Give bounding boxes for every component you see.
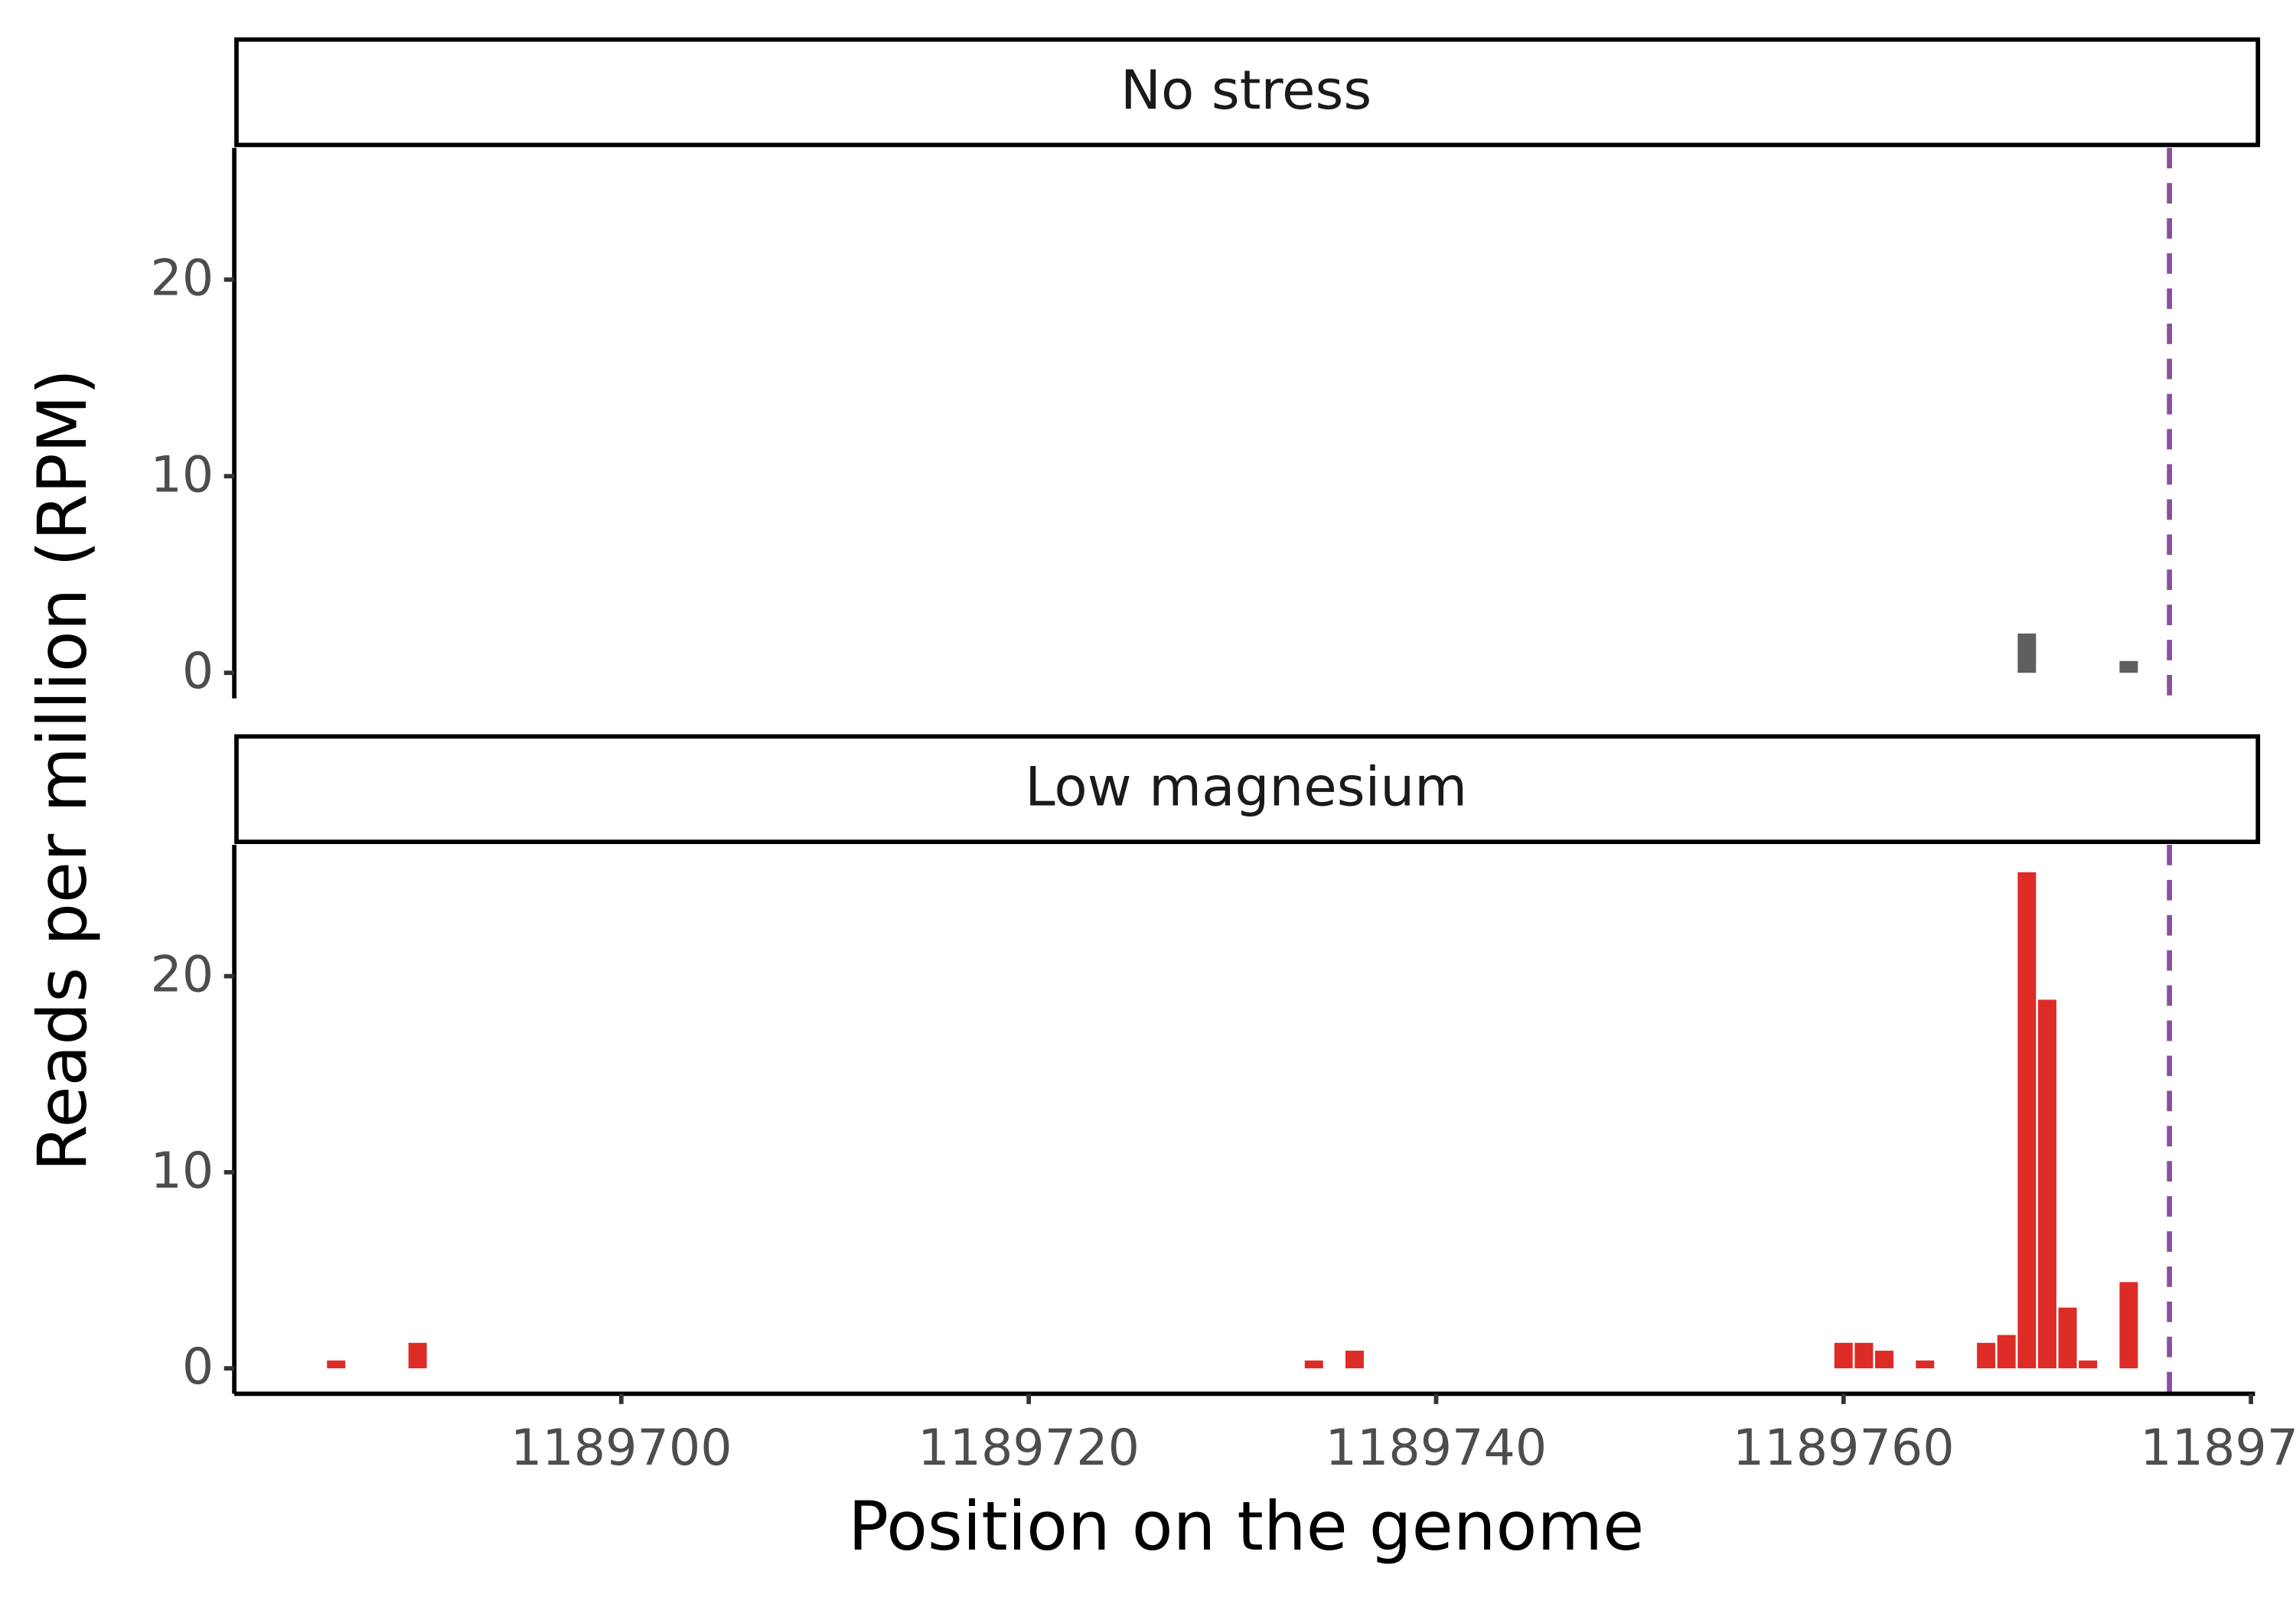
y-tick-label: 0: [182, 643, 214, 700]
x-tick-label: 1189740: [1326, 1420, 1548, 1477]
bar: [2017, 633, 2037, 673]
y-tick-label: 20: [151, 249, 214, 307]
y-tick-label: 10: [151, 1143, 214, 1200]
x-tick-label: 1189700: [510, 1420, 732, 1477]
bar: [1997, 1335, 2016, 1369]
bar: [1834, 1342, 1853, 1369]
y-axis-title: Reads per million (RPM): [23, 369, 102, 1172]
bar: [1854, 1342, 1874, 1369]
bar: [2119, 660, 2138, 673]
x-tick-label: 1189780: [2140, 1420, 2296, 1477]
bar: [2079, 1360, 2098, 1369]
bar: [1304, 1360, 1323, 1369]
x-axis-title: Position on the genome: [848, 1487, 1644, 1566]
x-tick-label: 1189720: [918, 1420, 1140, 1477]
bar: [2058, 1307, 2077, 1369]
bar: [2017, 872, 2037, 1369]
bar: [1345, 1351, 1364, 1369]
facet-strip: [234, 734, 2261, 844]
bar: [408, 1342, 427, 1369]
facet-label: Low magnesium: [1025, 755, 1467, 819]
x-tick-label: 1189760: [1733, 1420, 1955, 1477]
bar: [1977, 1342, 1996, 1369]
bar: [1916, 1360, 1935, 1369]
y-tick-label: 10: [151, 446, 214, 504]
y-tick-label: 20: [151, 947, 214, 1004]
y-tick-label: 0: [182, 1338, 214, 1396]
facet-label: No stress: [1120, 58, 1371, 122]
bar: [2037, 999, 2056, 1369]
bar: [2119, 1282, 2138, 1369]
facet-strip: [234, 37, 2261, 148]
bar: [1875, 1351, 1893, 1369]
bar: [327, 1360, 346, 1369]
